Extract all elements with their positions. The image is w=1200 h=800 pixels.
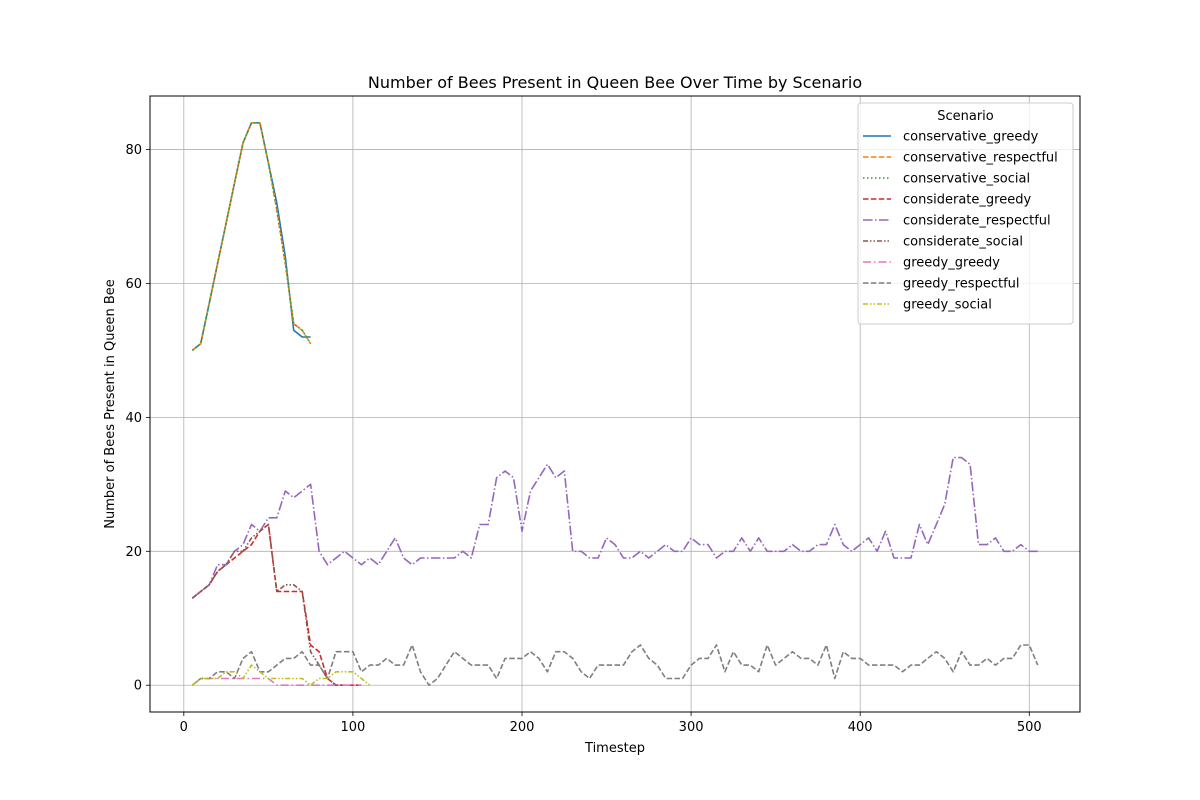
legend-label-conservative-social: conservative_social <box>903 172 1030 187</box>
legend-title: Scenario <box>937 109 994 124</box>
legend-label-considerate-greedy: considerate_greedy <box>903 193 1031 208</box>
legend-label-greedy-greedy: greedy_greedy <box>903 256 1000 271</box>
y-tick-label: 0 <box>134 679 142 694</box>
legend-label-considerate-respectful: considerate_respectful <box>903 214 1051 229</box>
y-tick-label: 40 <box>125 411 142 426</box>
legend-label-conservative-greedy: conservative_greedy <box>903 130 1039 145</box>
plot-series <box>191 122 1039 687</box>
series-line-conservative-social <box>191 122 312 352</box>
series-line-considerate-respectful <box>191 456 1038 599</box>
chart-title: Number of Bees Present in Queen Bee Over… <box>368 73 862 92</box>
x-axis-title: Timestep <box>584 741 645 756</box>
y-tick-label: 80 <box>125 143 142 158</box>
series-line-greedy-respectful <box>191 644 1039 687</box>
legend-label-greedy-respectful: greedy_respectful <box>903 277 1020 292</box>
legend-box <box>857 102 1074 325</box>
y-axis-title: Number of Bees Present in Queen Bee <box>103 279 118 528</box>
series-line-greedy-greedy <box>191 677 362 687</box>
y-tick-label: 60 <box>125 277 142 292</box>
x-tick-label: 300 <box>679 720 704 735</box>
plot-area-frame <box>149 95 1081 713</box>
legend-label-conservative-respectful: conservative_respectful <box>903 151 1058 166</box>
series-line-considerate-greedy <box>191 523 362 687</box>
x-tick-label: 100 <box>340 720 365 735</box>
x-tick-label: 400 <box>848 720 873 735</box>
legend: Scenario conservative_greedy conservative… <box>857 102 1074 325</box>
x-tick-label: 500 <box>1017 720 1042 735</box>
x-tick-label: 0 <box>180 720 188 735</box>
y-tick-label: 20 <box>125 545 142 560</box>
x-tick-label: 200 <box>510 720 535 735</box>
legend-label-considerate-social: considerate_social <box>903 235 1023 250</box>
axis-ticks: 0 100 200 300 400 500 0 20 40 60 80 <box>125 143 1041 735</box>
legend-label-greedy-social: greedy_social <box>903 298 992 313</box>
